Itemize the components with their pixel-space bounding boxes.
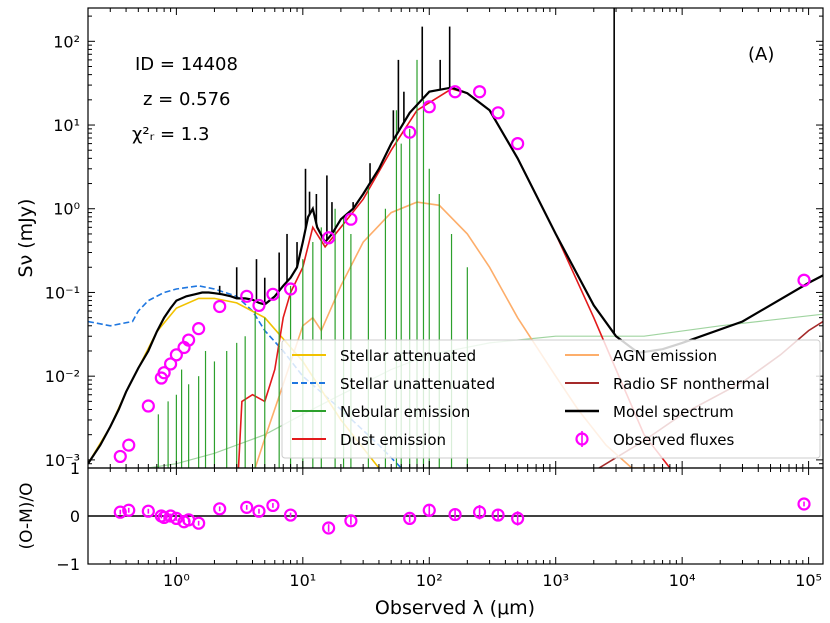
series-dust (237, 88, 671, 468)
residual-point (511, 511, 525, 526)
x-tick-label: 10¹ (289, 571, 316, 590)
observed-flux-point (113, 449, 127, 464)
observed-flux-point (283, 282, 298, 296)
legend-box (281, 339, 821, 459)
y-tick-label: 10⁻³ (45, 451, 80, 470)
residual-point (344, 514, 358, 528)
observed-flux-point (511, 137, 525, 151)
observed-flux-point (192, 322, 206, 336)
y-tick-label: 10⁻¹ (45, 283, 80, 302)
residual-point (122, 503, 136, 517)
residual-point (266, 498, 280, 513)
observed-flux-point (213, 299, 227, 314)
residual-plot-area (88, 497, 823, 535)
x-tick-label: 10⁵ (795, 571, 822, 590)
legend-label-obs: Observed fluxes (613, 431, 735, 449)
observed-flux-point (141, 399, 155, 413)
residual-point (141, 504, 155, 518)
y-tick-label: 10⁻² (45, 367, 80, 386)
legend-label-radio: Radio SF nonthermal (613, 375, 770, 393)
observed-flux-point (797, 273, 811, 287)
residual-point (213, 502, 227, 516)
observed-flux-point (422, 100, 436, 114)
legend-label-nebular: Nebular emission (340, 403, 470, 421)
x-tick-label: 10⁰ (163, 571, 190, 590)
residual-point (403, 511, 417, 526)
residual-point (491, 508, 505, 522)
series-stellar-unatt (88, 284, 402, 468)
residual-y-tick-label: 1 (70, 459, 80, 478)
residual-point (240, 500, 254, 514)
legend-label-agn: AGN emission (613, 347, 717, 365)
y-tick-label: 10² (53, 32, 80, 51)
legend-label-stellar_att: Stellar attenuated (340, 347, 476, 365)
residual-y-tick-label: 0 (70, 507, 80, 526)
panel-label: (A) (748, 44, 774, 65)
observed-flux-point (240, 289, 254, 303)
observed-flux-point (163, 357, 178, 371)
top-y-axis-title: Sν (mJy) (15, 199, 37, 278)
residual-point (448, 507, 462, 522)
id-annotation: ID = 14408 (135, 54, 238, 75)
legend-swatch-obs (575, 432, 589, 446)
legend-label-dust: Dust emission (340, 431, 446, 449)
observed-flux-point (472, 85, 487, 99)
observed-flux-point (403, 125, 417, 139)
residual-point (422, 503, 436, 517)
residual-point (157, 510, 171, 525)
x-tick-label: 10³ (542, 571, 569, 590)
observed-flux-point (252, 298, 266, 313)
observed-flux-point (322, 231, 336, 245)
residual-point (192, 516, 206, 530)
legend: Stellar attenuated Stellar unattenuated Ne… (281, 339, 821, 459)
x-tick-label: 10⁴ (669, 571, 696, 590)
redshift-annotation: z = 0.576 (143, 89, 231, 110)
observed-flux-point (122, 438, 136, 452)
residual-point (322, 521, 336, 535)
bottom-y-axis-title: (O-M)/O (17, 482, 37, 549)
observed-flux-point (157, 366, 171, 380)
y-tick-label: 10¹ (53, 116, 80, 135)
residual-point (472, 505, 487, 519)
series-model-spectrum (88, 86, 823, 465)
observed-flux-point (344, 212, 358, 226)
residual-y-tick-label: −1 (56, 555, 80, 574)
x-axis-title: Observed λ (μm) (375, 597, 535, 619)
observed-flux-point (169, 348, 183, 362)
legend-label-model: Model spectrum (613, 403, 734, 421)
observed-flux-point (448, 85, 462, 99)
axes-group: 10⁰ 10¹ 10² 10³ 10⁴ 10⁵ 10⁻³ 10⁻² 10⁻¹ 10⁰ 10¹ 10² −… (45, 7, 824, 590)
residual-point (113, 505, 127, 519)
legend-label-stellar_unatt: Stellar unattenuated (340, 375, 495, 393)
residual-point (283, 508, 298, 522)
observed-flux-point (266, 287, 280, 301)
x-tick-label: 10² (416, 571, 443, 590)
residual-point (169, 511, 183, 526)
residual-point (797, 497, 811, 511)
y-tick-label: 10⁰ (53, 200, 80, 219)
observed-flux-point (491, 106, 505, 120)
chi2-annotation: χ²ᵣ = 1.3 (132, 124, 209, 145)
observed-flux-point (182, 333, 196, 347)
residual-point (252, 504, 266, 518)
